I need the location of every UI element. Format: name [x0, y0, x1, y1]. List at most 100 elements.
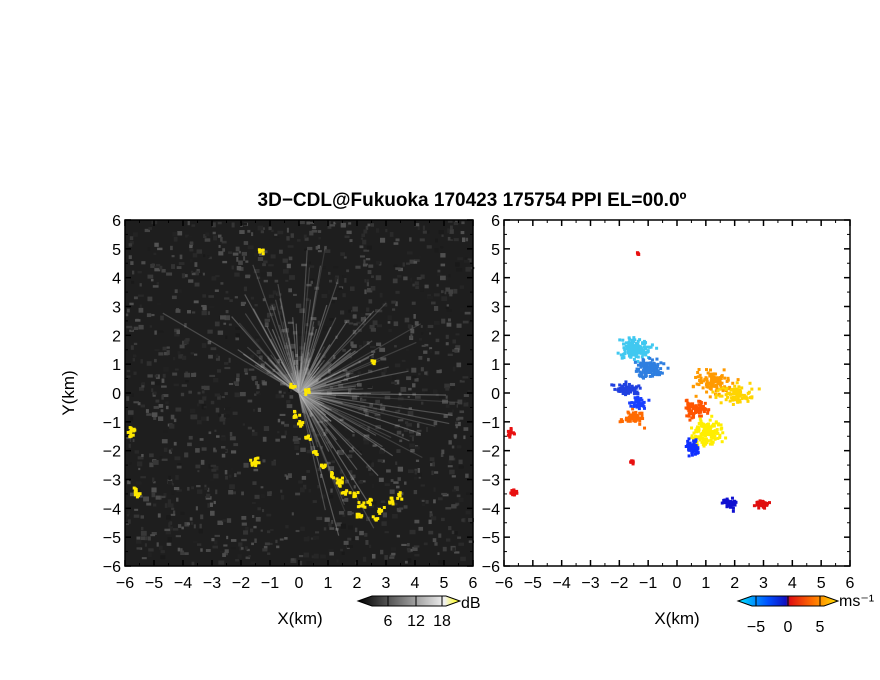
speckle-cell	[284, 344, 290, 349]
speckle-cell	[453, 221, 459, 226]
speckle-cell	[247, 426, 252, 430]
speckle-cell	[413, 313, 416, 319]
speckle-cell	[303, 552, 310, 558]
speckle-cell	[165, 405, 169, 410]
speckle-cell	[362, 263, 368, 267]
speckle-cell	[330, 488, 333, 493]
speckle-cell	[250, 296, 255, 300]
speckle-cell	[324, 249, 331, 253]
speckle-cell	[404, 560, 408, 564]
speckle-cell	[205, 232, 210, 236]
speckle-cell	[152, 459, 159, 465]
y-tick-label: 1	[491, 357, 500, 374]
velocity-pixel	[695, 446, 699, 450]
speckle-cell	[304, 237, 309, 241]
speckle-cell	[427, 357, 430, 362]
speckle-cell	[259, 355, 263, 360]
velocity-pixel	[710, 442, 714, 446]
speckle-cell	[126, 325, 133, 329]
velocity-pixel	[761, 503, 765, 507]
speckle-cell	[329, 224, 336, 227]
speckle-cell	[153, 252, 157, 255]
speckle-cell	[228, 474, 232, 478]
velocity-pixel	[703, 407, 707, 411]
speckle-cell	[133, 401, 139, 404]
speckle-cell	[267, 552, 271, 555]
speckle-cell	[310, 280, 313, 284]
bright-ray	[298, 360, 321, 394]
speckle-cell	[151, 388, 154, 393]
speckle-cell	[371, 354, 374, 359]
velocity-pixel	[688, 402, 692, 406]
speckle-cell	[139, 283, 142, 287]
velocity-pixel	[658, 371, 662, 375]
velocity-pixel	[648, 356, 652, 360]
speckle-cell	[309, 265, 315, 268]
speckle-cell	[184, 323, 187, 328]
speckle-cell	[421, 401, 424, 405]
speckle-cell	[213, 447, 216, 451]
speckle-cell	[372, 320, 378, 326]
velocity-pixel	[624, 386, 628, 390]
velocity-pixel	[757, 500, 761, 504]
speckle-cell	[413, 476, 418, 480]
speckle-cell	[328, 466, 335, 471]
speckle-cell	[302, 392, 305, 396]
velocity-pixel	[728, 505, 732, 509]
velocity-pixel	[746, 399, 750, 403]
speckle-cell	[251, 431, 258, 436]
speckle-cell	[339, 449, 344, 455]
velocity-pixel	[704, 376, 708, 380]
speckle-cell	[440, 246, 444, 249]
speckle-cell	[207, 340, 212, 345]
speckle-cell	[392, 513, 398, 519]
strong-echo-pixel	[261, 248, 265, 252]
velocity-pixel	[638, 419, 642, 423]
strong-echo-pixel	[293, 410, 297, 414]
speckle-cell	[344, 427, 347, 431]
speckle-cell	[266, 370, 271, 375]
speckle-cell	[173, 487, 180, 491]
velocity-pixel	[619, 418, 623, 422]
velocity-pixel	[631, 353, 635, 357]
velocity-pixel	[705, 382, 709, 386]
velocity-pixel	[695, 382, 699, 386]
velocity-pixel	[706, 409, 710, 413]
speckle-cell	[347, 537, 352, 541]
speckle-cell	[445, 334, 449, 339]
speckle-cell	[306, 449, 312, 454]
speckle-cell	[167, 537, 172, 543]
speckle-cell	[268, 264, 274, 267]
bright-ray	[244, 313, 300, 394]
speckle-cell	[230, 547, 236, 550]
velocity-pixel	[637, 384, 641, 388]
speckle-cell	[141, 453, 144, 457]
strong-echo-pixel	[352, 494, 356, 498]
speckle-cell	[156, 282, 160, 285]
speckle-cell	[417, 472, 423, 477]
speckle-cell	[279, 413, 286, 417]
bright-ray	[298, 377, 320, 394]
speckle-cell	[406, 376, 412, 381]
speckle-cell	[221, 396, 226, 399]
speckle-cell	[222, 260, 228, 264]
strong-echo-pixel	[338, 478, 342, 482]
speckle-cell	[367, 223, 371, 227]
speckle-cell	[343, 540, 349, 545]
speckle-cell	[403, 505, 408, 509]
velocity-pixel	[513, 492, 517, 496]
speckle-cell	[412, 546, 418, 551]
velocity-pixel	[644, 353, 648, 357]
speckle-cell	[223, 544, 228, 547]
speckle-cell	[270, 303, 276, 307]
strong-echo-pixel	[378, 511, 382, 515]
velocity-pixel	[748, 396, 752, 400]
speckle-cell	[174, 332, 180, 337]
speckle-cell	[457, 536, 462, 539]
speckle-cell	[357, 489, 362, 493]
bright-ray	[293, 365, 300, 394]
velocity-pixel	[703, 401, 707, 405]
strong-echo-pixel	[398, 491, 402, 495]
bright-ray	[291, 364, 300, 394]
speckle-cell	[127, 519, 131, 524]
